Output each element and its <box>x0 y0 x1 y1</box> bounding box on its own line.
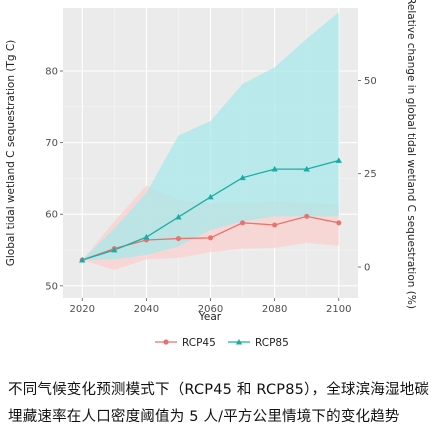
point-rcp85 <box>335 157 342 163</box>
series-markers <box>79 157 342 263</box>
y-axis-title: Global tidal wetland C sequestration (Tg… <box>5 40 17 267</box>
y2-tick-label: 50 <box>364 76 377 87</box>
point-rcp45 <box>336 220 342 226</box>
y2-tick-label: 25 <box>364 169 377 180</box>
y-tick-label: 80 <box>45 67 58 78</box>
y2-axis-ticks: 0 25 50 <box>358 76 377 274</box>
legend-rcp45-marker <box>163 339 169 345</box>
point-rcp85 <box>79 256 86 263</box>
x-axis-title: Year <box>198 311 222 323</box>
y2-axis-title: Relative change in global tidal wetland … <box>405 0 417 309</box>
point-rcp85 <box>207 193 214 200</box>
x-tick-label: 2060 <box>198 304 223 315</box>
y-tick-label: 60 <box>45 210 58 221</box>
point-rcp45 <box>240 220 246 226</box>
x-tick-label: 2100 <box>326 304 351 315</box>
y-axis-ticks: 50 60 70 80 <box>45 67 63 292</box>
figure-caption: 不同气候变化预测模式下（RCP45 和 RCP85），全球滨海湿地碳 埋藏速率在… <box>8 377 430 431</box>
point-rcp45 <box>175 236 181 242</box>
point-rcp85 <box>271 165 278 172</box>
legend: RCP45 RCP85 <box>155 337 289 349</box>
legend-rcp85-marker <box>235 339 243 345</box>
point-rcp45 <box>304 213 310 219</box>
ci-bands <box>82 12 339 271</box>
point-rcp85 <box>111 246 118 253</box>
point-rcp45 <box>208 235 213 241</box>
caption-line-1: 不同气候变化预测模式下（RCP45 和 RCP85），全球滨海湿地碳 <box>8 382 430 398</box>
x-tick-label: 2020 <box>70 304 95 315</box>
chart: 2020 2040 2060 2080 2100 50 60 70 80 0 25 50 Year… <box>5 0 417 349</box>
y-tick-label: 50 <box>45 281 58 292</box>
point-rcp85 <box>175 213 182 220</box>
point-rcp85 <box>239 174 246 181</box>
point-rcp85 <box>303 165 310 172</box>
caption-line-2: 埋藏速率在人口密度阈值为 5 人/平方公里情境下的变化趋势 <box>8 409 400 425</box>
band-rcp85 <box>82 12 339 261</box>
y-tick-label: 70 <box>45 138 58 149</box>
y2-tick-label: 0 <box>364 263 370 274</box>
legend-rcp85-label: RCP85 <box>255 337 289 349</box>
x-tick-label: 2040 <box>134 304 159 315</box>
point-rcp85 <box>143 233 150 240</box>
x-axis-ticks: 2020 2040 2060 2080 2100 <box>70 298 351 315</box>
legend-rcp45-label: RCP45 <box>182 337 216 349</box>
x-tick-label: 2080 <box>262 304 287 315</box>
point-rcp45 <box>272 222 278 228</box>
